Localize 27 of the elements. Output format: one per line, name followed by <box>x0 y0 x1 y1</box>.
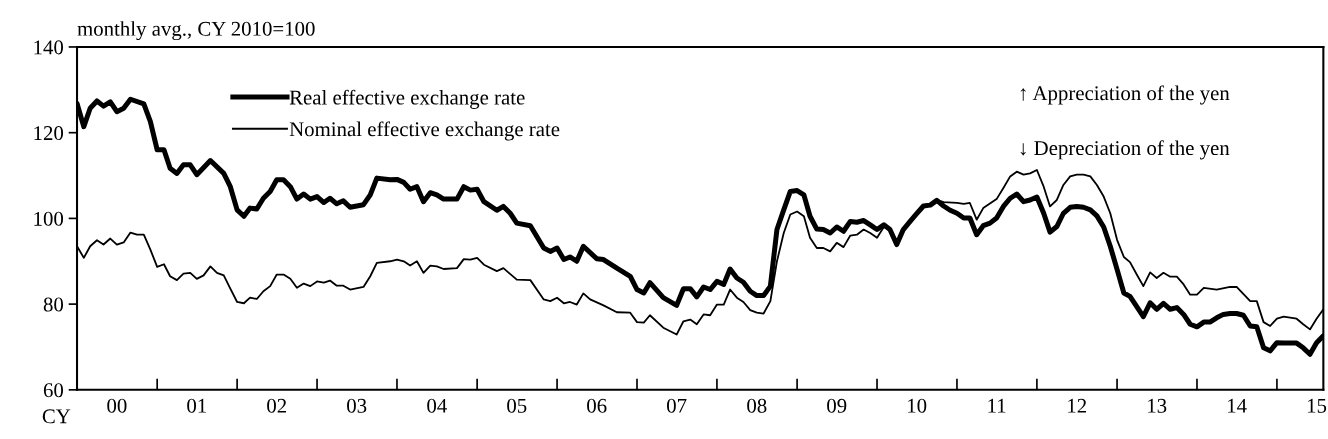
x-tick-label: 00 <box>107 398 127 413</box>
x-tick-label: 10 <box>908 398 927 413</box>
legend-label: Nominal effective exchange rate <box>289 121 560 141</box>
text: CY <box>42 409 71 424</box>
legend-label: Real effective exchange rate <box>289 89 525 109</box>
x-tick-label: 07 <box>667 398 687 413</box>
y-tick-label: 140 <box>34 40 64 55</box>
x-tick-label: 05 <box>507 398 527 413</box>
x-tick-label: 14 <box>1228 398 1247 413</box>
y-tick-label: 100 <box>34 211 64 226</box>
x-tick-label: 02 <box>267 398 287 413</box>
y-tick-label: 80 <box>43 297 64 312</box>
x-tick-label: 08 <box>747 398 767 413</box>
x-tick-label: 11 <box>988 398 1006 413</box>
x-tick-label: 01 <box>187 398 206 413</box>
x-tick-label: 06 <box>587 398 607 413</box>
x-tick-label: 03 <box>347 398 367 413</box>
x-tick-label: 04 <box>427 398 447 413</box>
x-tick-label: 15 <box>1307 398 1327 413</box>
x-tick-label: 13 <box>1148 398 1167 413</box>
annotation: ↑ Appreciation of the yen <box>1020 85 1230 105</box>
y-tick-label: 60 <box>43 383 64 398</box>
x-tick-label: 12 <box>1068 398 1087 413</box>
y-tick-label: 120 <box>34 126 64 141</box>
x-tick-label: 09 <box>827 398 847 413</box>
text: monthly avg., CY 2010=100 <box>77 21 315 41</box>
annotation: ↓ Depreciation of the yen <box>1020 140 1230 160</box>
